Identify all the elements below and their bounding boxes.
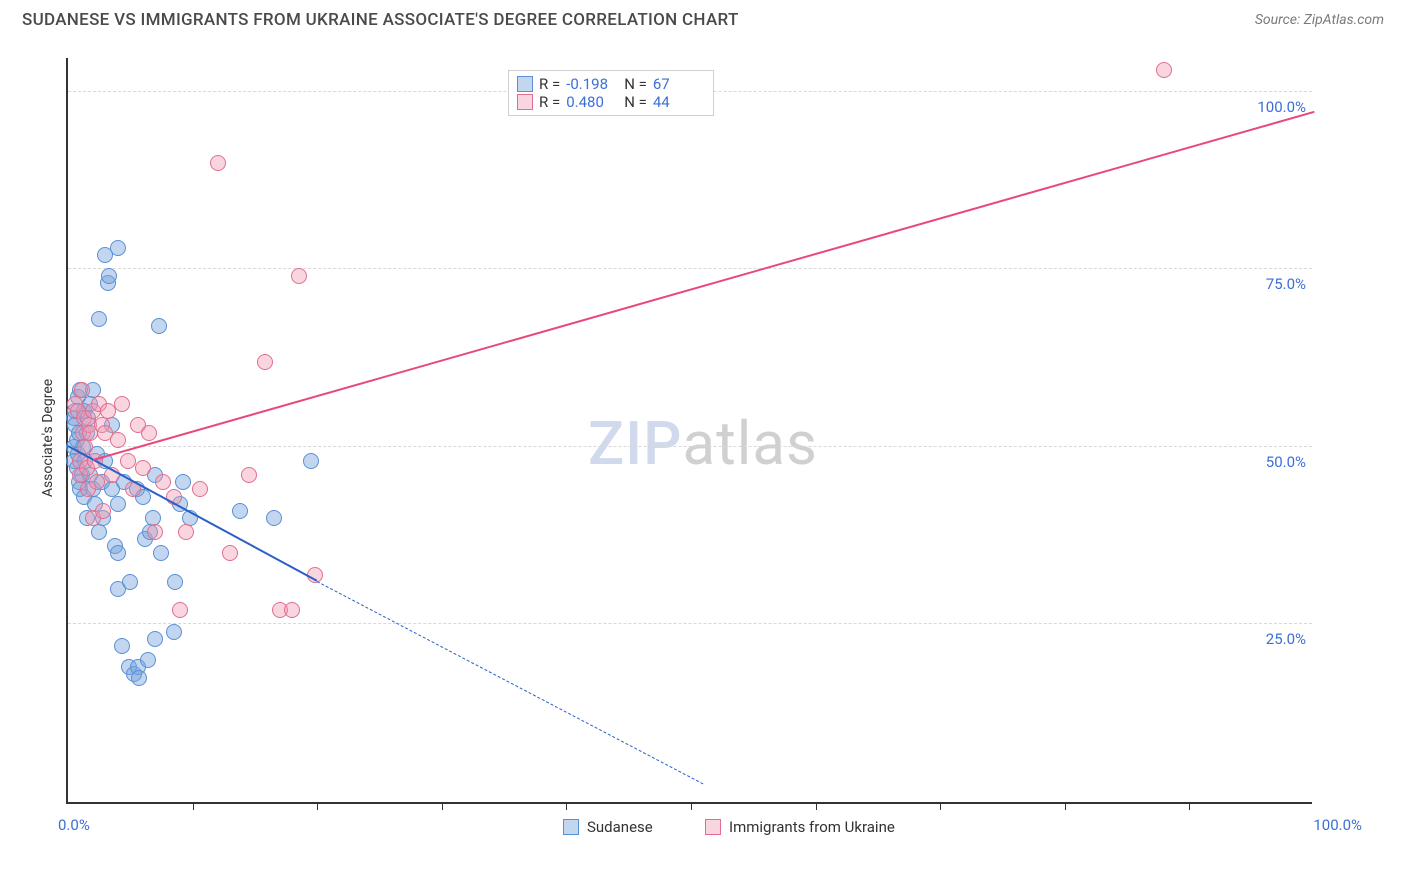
- data-point: [91, 524, 107, 540]
- data-point: [120, 453, 136, 469]
- y-tick-label: 50.0%: [1266, 453, 1306, 471]
- data-point: [147, 524, 163, 540]
- y-tick-label: 75.0%: [1266, 275, 1306, 293]
- source-attribution: Source: ZipAtlas.com: [1255, 12, 1384, 28]
- data-point: [147, 631, 163, 647]
- legend-swatch: [517, 94, 533, 110]
- data-point: [192, 481, 208, 497]
- gridline: [68, 623, 1312, 624]
- stat-r-label: R =: [539, 93, 560, 111]
- data-point: [110, 496, 126, 512]
- chart-title: SUDANESE VS IMMIGRANTS FROM UKRAINE ASSO…: [22, 10, 739, 30]
- stat-n-value: 44: [653, 93, 705, 111]
- stat-n-value: 67: [653, 75, 705, 93]
- x-tick: [193, 802, 194, 810]
- gridline: [68, 268, 1312, 269]
- data-point: [135, 460, 151, 476]
- x-tick: [1065, 802, 1066, 810]
- x-tick: [940, 802, 941, 810]
- legend-swatch: [705, 819, 721, 835]
- watermark-atlas: atlas: [682, 408, 817, 479]
- x-tick: [691, 802, 692, 810]
- trend-line-dashed: [317, 581, 704, 784]
- legend-label: Immigrants from Ukraine: [729, 818, 895, 836]
- x-tick: [566, 802, 567, 810]
- data-point: [89, 474, 105, 490]
- stat-r-label: R =: [539, 75, 560, 93]
- stat-n-label: N =: [624, 75, 647, 93]
- legend-item: Sudanese: [563, 818, 653, 836]
- watermark: ZIPatlas: [588, 408, 818, 479]
- data-point: [178, 524, 194, 540]
- data-point: [1156, 62, 1172, 78]
- x-tick: [1189, 802, 1190, 810]
- data-point: [131, 670, 147, 686]
- data-point: [110, 432, 126, 448]
- x-tick: [442, 802, 443, 810]
- legend-swatch: [517, 76, 533, 92]
- stat-row: R = -0.198 N = 67: [517, 75, 705, 93]
- data-point: [110, 545, 126, 561]
- data-point: [167, 574, 183, 590]
- data-point: [74, 382, 90, 398]
- data-point: [110, 240, 126, 256]
- data-point: [140, 652, 156, 668]
- data-point: [303, 453, 319, 469]
- x-tick: [317, 802, 318, 810]
- data-point: [153, 545, 169, 561]
- y-tick-label: 25.0%: [1266, 630, 1306, 648]
- data-point: [210, 155, 226, 171]
- data-point: [175, 474, 191, 490]
- data-point: [155, 474, 171, 490]
- stat-row: R = 0.480 N = 44: [517, 93, 705, 111]
- data-point: [114, 396, 130, 412]
- chart-container: Associate's Degree ZIPatlas 25.0%50.0%75…: [50, 48, 1390, 828]
- trend-line: [93, 111, 1315, 461]
- y-axis-label: Associate's Degree: [40, 379, 56, 497]
- data-point: [95, 503, 111, 519]
- data-point: [122, 574, 138, 590]
- data-point: [222, 545, 238, 561]
- data-point: [114, 638, 130, 654]
- legend-swatch: [563, 819, 579, 835]
- data-point: [91, 311, 107, 327]
- data-point: [257, 354, 273, 370]
- data-point: [166, 624, 182, 640]
- data-point: [266, 510, 282, 526]
- data-point: [141, 425, 157, 441]
- stat-r-value: 0.480: [566, 93, 618, 111]
- x-max-label: 100.0%: [1313, 816, 1362, 834]
- data-point: [101, 268, 117, 284]
- data-point: [232, 503, 248, 519]
- stat-n-label: N =: [624, 93, 647, 111]
- data-point: [241, 467, 257, 483]
- gridline: [68, 446, 1312, 447]
- data-point: [291, 268, 307, 284]
- stat-r-value: -0.198: [566, 75, 618, 93]
- data-point: [151, 318, 167, 334]
- legend-item: Immigrants from Ukraine: [705, 818, 895, 836]
- correlation-stat-box: R = -0.198 N = 67 R = 0.480 N = 44: [508, 70, 714, 116]
- data-point: [284, 602, 300, 618]
- y-tick-label: 100.0%: [1257, 98, 1306, 116]
- data-point: [172, 602, 188, 618]
- legend-label: Sudanese: [587, 818, 653, 836]
- x-min-label: 0.0%: [58, 816, 90, 834]
- plot-area: ZIPatlas 25.0% 50.0% 75.0% 100.0% R = -0.198 N…: [66, 58, 1312, 804]
- watermark-zip: ZIP: [588, 408, 682, 479]
- x-tick: [816, 802, 817, 810]
